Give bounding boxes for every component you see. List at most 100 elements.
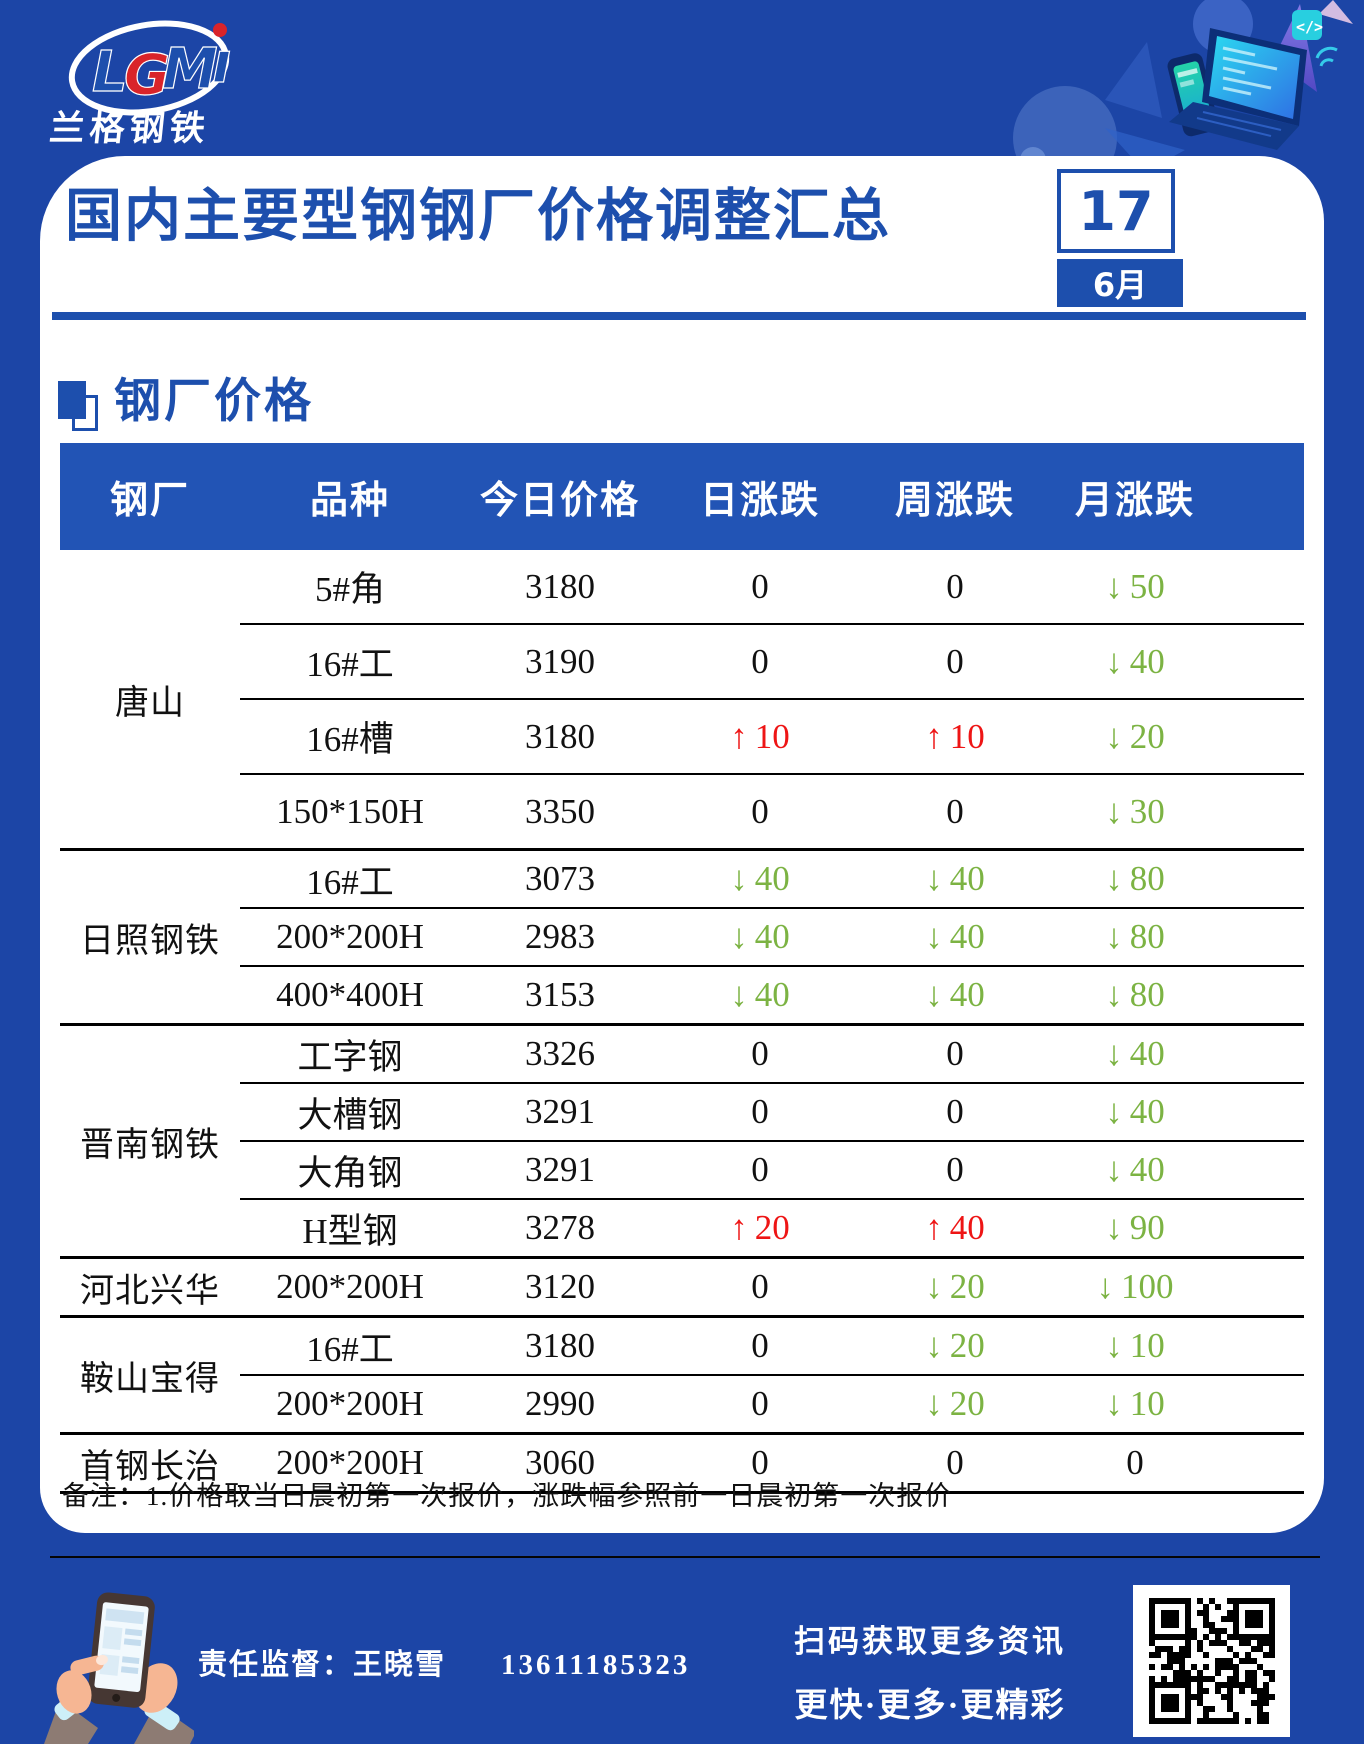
month-change-cell: ↓ 100 xyxy=(1096,1267,1174,1306)
week-change-cell: 0 xyxy=(946,566,964,606)
down-arrow-icon: ↓ xyxy=(730,917,748,956)
qr-captions: 扫码获取更多资讯 更快·更多·更精彩 xyxy=(735,1616,1125,1726)
month-change-cell: ↓ 40 xyxy=(1105,641,1165,681)
title-underline xyxy=(52,312,1306,320)
price-cell: 2983 xyxy=(525,917,595,956)
month-change-cell: ↓ 50 xyxy=(1105,566,1165,606)
logo-ellipse xyxy=(68,20,230,116)
month-change-cell: ↓ 80 xyxy=(1105,917,1165,956)
down-arrow-icon: ↓ xyxy=(1105,1150,1123,1189)
month-change-cell: ↓ 40 xyxy=(1105,1034,1165,1073)
day-change-cell: ↑ 20 xyxy=(730,1208,790,1247)
day-change-cell: ↓ 40 xyxy=(730,859,790,898)
week-change-cell: 0 xyxy=(946,1034,964,1073)
table-header-row: 钢厂 品种 今日价格 日涨跌 周涨跌 月涨跌 xyxy=(60,443,1304,550)
day-change-cell: 0 xyxy=(751,1384,769,1423)
day-change-cell: 0 xyxy=(751,1092,769,1131)
shard-blue xyxy=(1105,42,1162,118)
day-change-cell: 0 xyxy=(751,641,769,681)
factory-group: 唐山 5#角 3180 0 0 ↓ 50 16#工 3190 0 0 ↓ 40 16#槽 3180 ↑ 10 ↑ 1… xyxy=(60,550,1304,848)
left-hand xyxy=(56,1670,92,1714)
table-row: 200*200H 2983 ↓ 40 ↓ 40 ↓ 80 xyxy=(240,907,1304,965)
down-arrow-icon: ↓ xyxy=(1105,641,1123,681)
price-table: 钢厂 品种 今日价格 日涨跌 周涨跌 月涨跌 唐山 5#角 3180 0 0 ↓ 50 16#… xyxy=(60,443,1304,1494)
day-change-cell: 0 xyxy=(751,1034,769,1073)
price-cell: 3190 xyxy=(525,641,595,681)
down-arrow-icon: ↓ xyxy=(730,859,748,898)
factory-group: 首钢长治 200*200H 3060 0 0 0 xyxy=(60,1432,1304,1491)
month-change-cell: 0 xyxy=(1126,1443,1144,1482)
down-arrow-icon: ↓ xyxy=(925,917,943,956)
table-row: 大槽钢 3291 0 0 ↓ 40 xyxy=(240,1082,1304,1140)
down-arrow-icon: ↓ xyxy=(1096,1267,1115,1306)
logo-letter-i: ı xyxy=(212,31,231,96)
hands-phone-illustration xyxy=(44,1592,194,1744)
down-arrow-icon: ↓ xyxy=(730,975,748,1014)
variety-cell: 150*150H xyxy=(276,791,424,831)
down-arrow-icon: ↓ xyxy=(1105,1326,1123,1365)
price-cell: 3073 xyxy=(525,859,595,898)
table-row: 150*150H 3350 0 0 ↓ 30 xyxy=(240,773,1304,848)
qr-code xyxy=(1133,1585,1290,1737)
down-arrow-icon: ↓ xyxy=(1105,1034,1123,1073)
week-change-cell: ↓ 40 xyxy=(925,917,985,956)
variety-cell: 200*200H xyxy=(276,1267,424,1306)
supervisor-phone: 13611185323 xyxy=(501,1649,691,1681)
logo-letter-m: M xyxy=(162,37,218,102)
week-change-cell: 0 xyxy=(946,1150,964,1189)
section-title: 钢厂价格 xyxy=(114,376,314,428)
day-change-cell: ↑ 10 xyxy=(730,716,790,756)
variety-cell: 16#工 xyxy=(306,645,394,684)
table-row: H型钢 3278 ↑ 20 ↑ 40 ↓ 90 xyxy=(240,1198,1304,1256)
steel-factory-cell: 河北兴华 xyxy=(80,1272,220,1310)
week-change-cell: 0 xyxy=(946,1443,964,1482)
table-body: 唐山 5#角 3180 0 0 ↓ 50 16#工 3190 0 0 ↓ 40 16#槽 3180 ↑ 10 ↑ 1… xyxy=(60,550,1304,1494)
content-card xyxy=(40,156,1324,1533)
fingernail xyxy=(96,1654,108,1666)
down-arrow-icon: ↓ xyxy=(1105,859,1123,898)
variety-cell: 5#角 xyxy=(314,570,385,609)
month-change-cell: ↓ 80 xyxy=(1105,975,1165,1014)
down-arrow-icon: ↓ xyxy=(925,1326,943,1365)
price-cell: 3291 xyxy=(525,1092,595,1131)
price-cell: 3153 xyxy=(525,975,595,1014)
qr-caption-line1: 扫码获取更多资讯 xyxy=(794,1624,1066,1659)
table-row: 200*200H 3120 0 ↓ 20 ↓ 100 xyxy=(240,1259,1304,1315)
variety-cell: 200*200H xyxy=(276,1384,424,1423)
table-row: 16#工 3180 0 ↓ 20 ↓ 10 xyxy=(240,1318,1304,1374)
down-arrow-icon: ↓ xyxy=(925,1384,943,1423)
day-change-cell: ↓ 40 xyxy=(730,917,790,956)
week-change-cell: ↓ 20 xyxy=(925,1326,985,1365)
steel-factory-cell: 唐山 xyxy=(115,684,185,722)
logo-letter-l: L xyxy=(92,40,128,105)
variety-cell: 16#工 xyxy=(306,862,394,902)
month-change-cell: ↓ 40 xyxy=(1105,1092,1165,1131)
up-arrow-icon: ↑ xyxy=(925,716,943,756)
variety-cell: 16#槽 xyxy=(306,720,394,759)
smartphone xyxy=(87,1592,155,1708)
down-arrow-icon: ↓ xyxy=(1105,1384,1123,1423)
week-change-cell: ↓ 20 xyxy=(925,1384,985,1423)
down-arrow-icon: ↓ xyxy=(1105,791,1123,831)
variety-cell: 大角钢 xyxy=(297,1153,403,1193)
month-change-cell: ↓ 10 xyxy=(1105,1326,1165,1365)
week-change-cell: 0 xyxy=(946,791,964,831)
price-cell: 3120 xyxy=(525,1267,595,1306)
price-cell: 3350 xyxy=(525,791,595,831)
table-row: 大角钢 3291 0 0 ↓ 40 xyxy=(240,1140,1304,1198)
steel-factory-cell: 鞍山宝得 xyxy=(80,1360,220,1398)
month-change-cell: ↓ 40 xyxy=(1105,1150,1165,1189)
logo-letter-g: G xyxy=(124,43,170,108)
down-arrow-icon: ↓ xyxy=(925,1267,943,1306)
date-day: 17 xyxy=(1078,179,1154,243)
date-month: 6月 xyxy=(1092,266,1148,304)
week-change-cell: ↓ 40 xyxy=(925,859,985,898)
table-row: 200*200H 2990 0 ↓ 20 ↓ 10 xyxy=(240,1374,1304,1432)
week-change-cell: ↑ 40 xyxy=(925,1208,985,1247)
col-header-day-change: 日涨跌 xyxy=(699,480,820,522)
price-cell: 3326 xyxy=(525,1034,595,1073)
page-title: 国内主要型钢钢厂价格调整汇总 xyxy=(65,185,891,248)
table-row: 16#槽 3180 ↑ 10 ↑ 10 ↓ 20 xyxy=(240,698,1304,773)
down-arrow-icon: ↓ xyxy=(1105,975,1123,1014)
